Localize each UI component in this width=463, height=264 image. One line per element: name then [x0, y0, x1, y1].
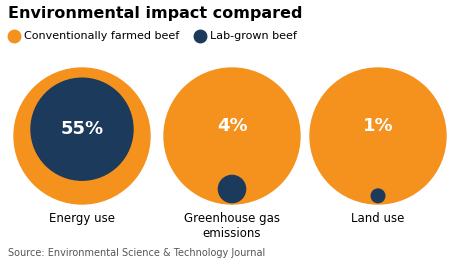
Circle shape: [218, 176, 245, 203]
Text: 4%: 4%: [216, 117, 247, 135]
Text: Conventionally farmed beef: Conventionally farmed beef: [24, 31, 179, 41]
Text: Land use: Land use: [350, 212, 404, 225]
Circle shape: [309, 68, 445, 204]
Text: Lab-grown beef: Lab-grown beef: [210, 31, 296, 41]
Circle shape: [370, 189, 384, 203]
Text: 55%: 55%: [60, 120, 103, 138]
Circle shape: [31, 78, 133, 180]
Text: Source: Environmental Science & Technology Journal: Source: Environmental Science & Technolo…: [8, 248, 265, 258]
Text: 1%: 1%: [362, 117, 393, 135]
Text: Energy use: Energy use: [49, 212, 115, 225]
Circle shape: [14, 68, 150, 204]
Text: Greenhouse gas
emissions: Greenhouse gas emissions: [184, 212, 279, 240]
Text: Environmental impact compared: Environmental impact compared: [8, 6, 302, 21]
Circle shape: [163, 68, 300, 204]
